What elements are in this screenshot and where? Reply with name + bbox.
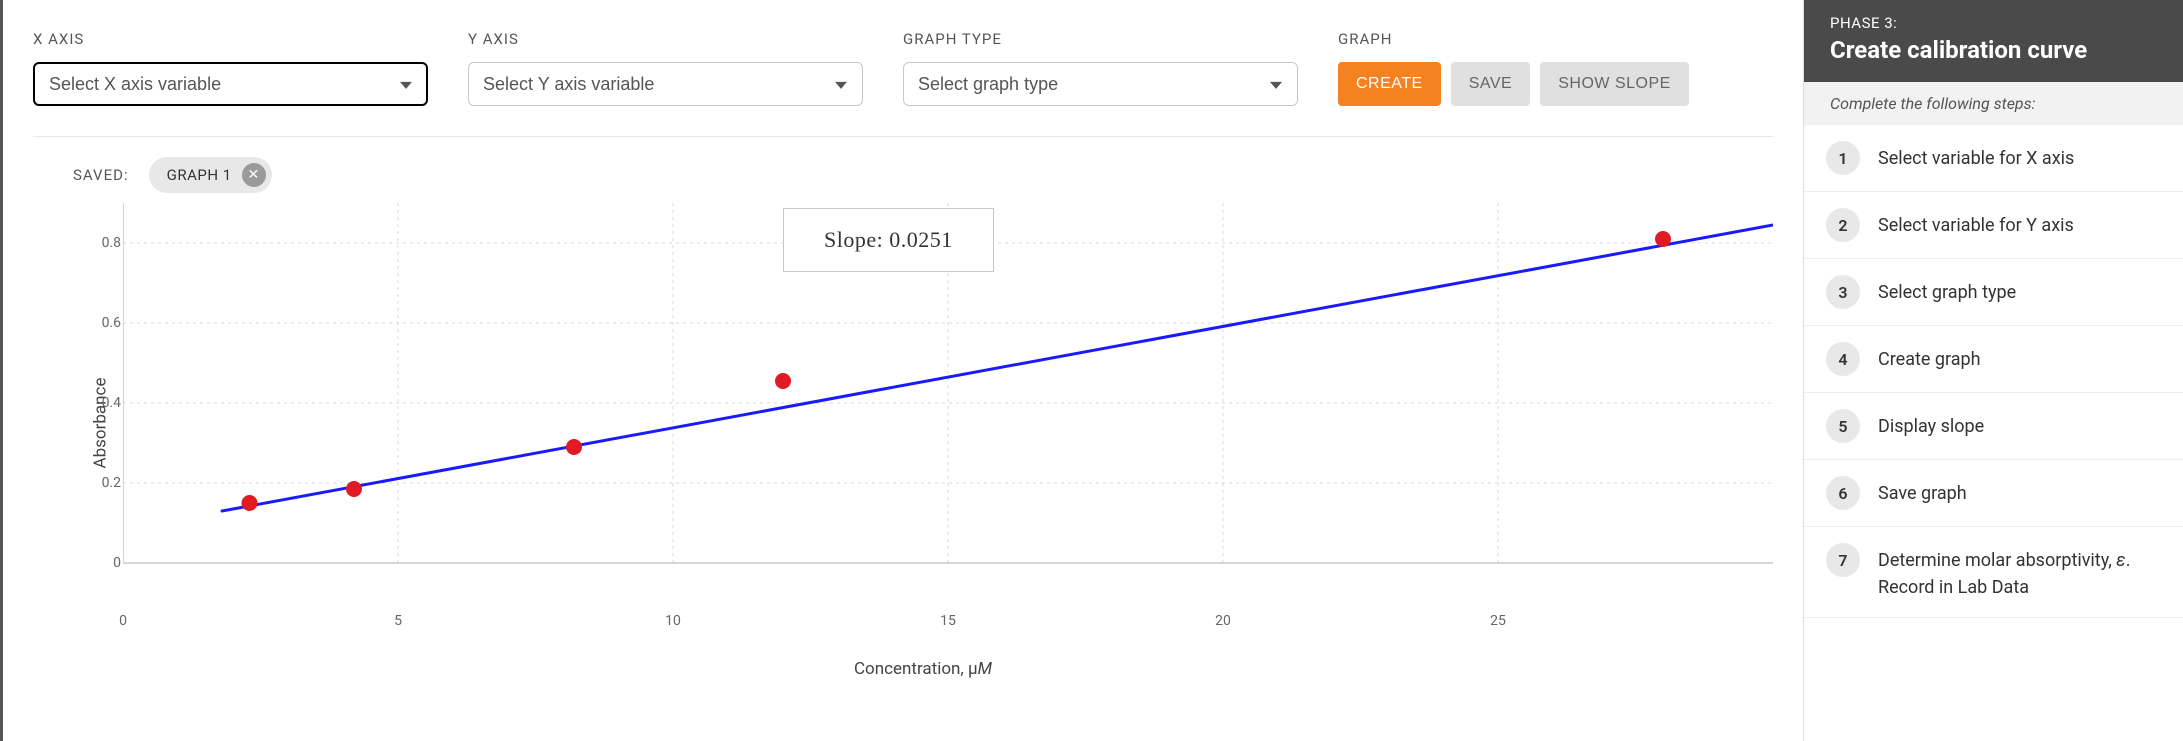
- yaxis-select-wrap: Select Y axis variable: [468, 62, 863, 106]
- save-button[interactable]: SAVE: [1451, 62, 1531, 106]
- graphtype-group: GRAPH TYPE Select graph type: [903, 30, 1298, 106]
- step-item[interactable]: 1 Select variable for X axis: [1804, 125, 2183, 192]
- step-number: 3: [1826, 275, 1860, 309]
- main-panel: X AXIS Select X axis variable Y AXIS Sel…: [0, 0, 1803, 741]
- step-number: 4: [1826, 342, 1860, 376]
- graphtype-select-wrap: Select graph type: [903, 62, 1298, 106]
- xaxis-group: X AXIS Select X axis variable: [33, 30, 428, 106]
- xtick-label: 25: [1490, 613, 1506, 629]
- controls-row: X AXIS Select X axis variable Y AXIS Sel…: [33, 30, 1773, 106]
- ytick-label: 0.6: [93, 315, 121, 331]
- sidebar-subhead: Complete the following steps:: [1804, 82, 2183, 125]
- graph-label: GRAPH: [1338, 30, 1689, 48]
- graph-buttons-group: GRAPH CREATE SAVE SHOW SLOPE: [1338, 30, 1689, 106]
- step-number: 5: [1826, 409, 1860, 443]
- step-text: Select graph type: [1878, 275, 2016, 306]
- yaxis-group: Y AXIS Select Y axis variable: [468, 30, 863, 106]
- graphtype-select[interactable]: Select graph type: [903, 62, 1298, 106]
- step-text: Display slope: [1878, 409, 1984, 440]
- yaxis-select[interactable]: Select Y axis variable: [468, 62, 863, 106]
- step-item[interactable]: 2 Select variable for Y axis: [1804, 192, 2183, 259]
- phase-label: PHASE 3:: [1830, 14, 2157, 32]
- phase-title: Create calibration curve: [1830, 36, 2157, 64]
- saved-label: SAVED:: [73, 166, 129, 184]
- saved-chip[interactable]: GRAPH 1 ✕: [149, 157, 272, 193]
- step-number: 7: [1826, 543, 1860, 577]
- ytick-label: 0: [93, 555, 121, 571]
- graphtype-label: GRAPH TYPE: [903, 30, 1298, 48]
- create-button[interactable]: CREATE: [1338, 62, 1441, 106]
- slope-text: Slope: 0.0251: [824, 227, 953, 252]
- chart-ylabel: Absorbance: [90, 378, 110, 469]
- xtick-label: 5: [394, 613, 402, 629]
- chart-container: Absorbance 0 0.2 0.4 0.6 0.8 0 5 10 15 20 25 Slop…: [73, 203, 1773, 643]
- step-text: Create graph: [1878, 342, 1981, 373]
- step-item[interactable]: 4 Create graph: [1804, 326, 2183, 393]
- step-number: 6: [1826, 476, 1860, 510]
- step-item[interactable]: 3 Select graph type: [1804, 259, 2183, 326]
- close-icon[interactable]: ✕: [242, 163, 266, 187]
- step-number: 1: [1826, 141, 1860, 175]
- step-text: Select variable for X axis: [1878, 141, 2074, 172]
- step-text: Select variable for Y axis: [1878, 208, 2074, 239]
- saved-chip-label: GRAPH 1: [167, 166, 232, 184]
- step-item[interactable]: 6 Save graph: [1804, 460, 2183, 527]
- step-text: Determine molar absorptivity, ε. Record …: [1878, 543, 2161, 601]
- sidebar-header: PHASE 3: Create calibration curve: [1804, 0, 2183, 82]
- slope-box: Slope: 0.0251: [783, 208, 994, 272]
- xtick-label: 0: [119, 613, 127, 629]
- step-number: 2: [1826, 208, 1860, 242]
- divider: [33, 136, 1773, 137]
- ytick-label: 0.4: [93, 395, 121, 411]
- step-text: Save graph: [1878, 476, 1967, 507]
- step-item[interactable]: 5 Display slope: [1804, 393, 2183, 460]
- chart-xlabel-ital: M: [978, 659, 992, 679]
- xaxis-select[interactable]: Select X axis variable: [33, 62, 428, 106]
- step-item[interactable]: 7 Determine molar absorptivity, ε. Record…: [1804, 527, 2183, 618]
- xaxis-label: X AXIS: [33, 30, 428, 48]
- ytick-label: 0.8: [93, 235, 121, 251]
- chart-xlabel: Concentration, μM: [854, 659, 992, 679]
- saved-row: SAVED: GRAPH 1 ✕: [73, 157, 1773, 193]
- xtick-label: 10: [665, 613, 681, 629]
- chart-xlabel-prefix: Concentration, μ: [854, 659, 978, 679]
- xaxis-select-wrap: Select X axis variable: [33, 62, 428, 106]
- xtick-label: 20: [1215, 613, 1231, 629]
- graph-buttons: CREATE SAVE SHOW SLOPE: [1338, 62, 1689, 106]
- xtick-label: 15: [940, 613, 956, 629]
- show-slope-button[interactable]: SHOW SLOPE: [1540, 62, 1689, 106]
- yaxis-label: Y AXIS: [468, 30, 863, 48]
- sidebar: PHASE 3: Create calibration curve Comple…: [1803, 0, 2183, 741]
- step-list: 1 Select variable for X axis 2 Select varia…: [1804, 125, 2183, 618]
- ytick-label: 0.2: [93, 475, 121, 491]
